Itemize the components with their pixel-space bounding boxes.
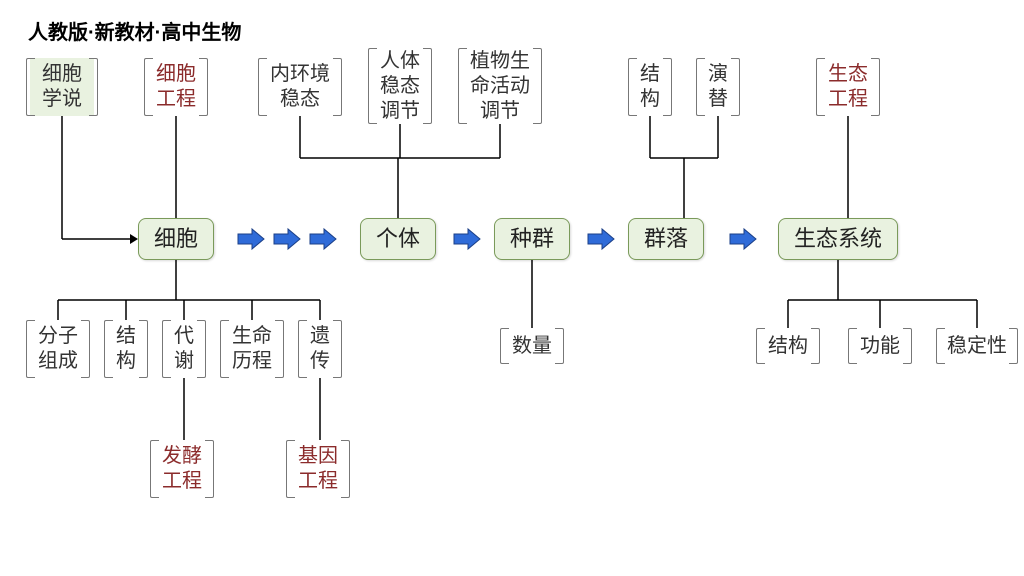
top-internal: 内环境稳态 [262, 58, 338, 116]
eco-sub-eco-structure: 结构 [760, 328, 816, 364]
main-community: 群落 [628, 218, 704, 260]
top-structure2: 结构 [632, 58, 668, 116]
top-cell-eng: 细胞工程 [148, 58, 204, 116]
eco-sub-eco-stable: 稳定性 [940, 328, 1014, 364]
top-homeo: 人体稳态调节 [372, 48, 428, 124]
main-population: 种群 [494, 218, 570, 260]
cell-sub-gene-eng: 基因工程 [290, 440, 346, 498]
cell-sub-heredity: 遗传 [302, 320, 338, 378]
main-ecosystem: 生态系统 [778, 218, 898, 260]
cell-sub-molecule: 分子组成 [30, 320, 86, 378]
page-title: 人教版·新教材·高中生物 [28, 16, 241, 45]
top-plant: 植物生命活动调节 [462, 48, 538, 124]
cell-sub-ferment: 发酵工程 [154, 440, 210, 498]
cell-sub-life: 生命历程 [224, 320, 280, 378]
cell-sub-metabol: 代谢 [166, 320, 202, 378]
top-cell-theory: 细胞学说 [30, 58, 94, 116]
top-eco-eng: 生态工程 [820, 58, 876, 116]
pop-sub-number: 数量 [504, 328, 560, 364]
cell-sub-structure: 结构 [108, 320, 144, 378]
top-succession: 演替 [700, 58, 736, 116]
main-individual: 个体 [360, 218, 436, 260]
eco-sub-eco-function: 功能 [852, 328, 908, 364]
main-cell: 细胞 [138, 218, 214, 260]
